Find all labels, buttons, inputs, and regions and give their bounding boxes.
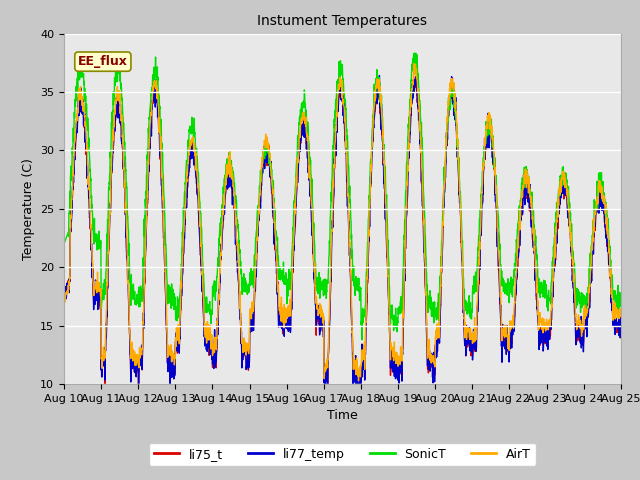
X-axis label: Time: Time (327, 409, 358, 422)
SonicT (359, 305, 367, 311)
SonicT (568, 245, 576, 251)
AirT (371, 98, 379, 104)
AirT (584, 308, 591, 314)
SonicT (411, 50, 419, 56)
Y-axis label: Temperature (C): Temperature (C) (22, 158, 35, 260)
Line: li75_t: li75_t (64, 77, 621, 391)
SonicT (371, 88, 379, 94)
Line: SonicT: SonicT (64, 53, 621, 340)
AirT (568, 255, 576, 261)
AirT (60, 305, 68, 311)
SonicT (60, 241, 68, 247)
AirT (359, 348, 367, 354)
li75_t (617, 324, 625, 329)
li75_t (324, 388, 332, 394)
Legend: li75_t, li77_temp, SonicT, AirT: li75_t, li77_temp, SonicT, AirT (148, 443, 536, 466)
SonicT (584, 300, 591, 306)
AirT (216, 285, 223, 291)
li75_t (216, 288, 223, 294)
li75_t (568, 258, 576, 264)
li77_temp (617, 325, 625, 331)
li77_temp (568, 246, 576, 252)
li77_temp (216, 301, 223, 307)
AirT (355, 378, 362, 384)
li77_temp (376, 72, 383, 78)
SonicT (505, 285, 513, 290)
Text: EE_flux: EE_flux (78, 55, 128, 68)
AirT (505, 333, 513, 339)
li77_temp (60, 285, 68, 291)
Line: li77_temp: li77_temp (64, 75, 621, 396)
li75_t (505, 347, 513, 353)
li77_temp (371, 104, 379, 109)
li75_t (359, 356, 367, 361)
li77_temp (359, 361, 367, 367)
li75_t (371, 105, 379, 111)
li77_temp (505, 347, 513, 353)
SonicT (617, 290, 625, 296)
SonicT (216, 243, 223, 249)
Title: Instument Temperatures: Instument Temperatures (257, 14, 428, 28)
li75_t (60, 293, 68, 299)
li77_temp (584, 311, 591, 317)
li75_t (584, 315, 591, 321)
AirT (410, 61, 418, 67)
li75_t (412, 74, 419, 80)
AirT (617, 313, 625, 319)
li77_temp (321, 394, 329, 399)
Line: AirT: AirT (64, 64, 621, 381)
SonicT (358, 337, 366, 343)
